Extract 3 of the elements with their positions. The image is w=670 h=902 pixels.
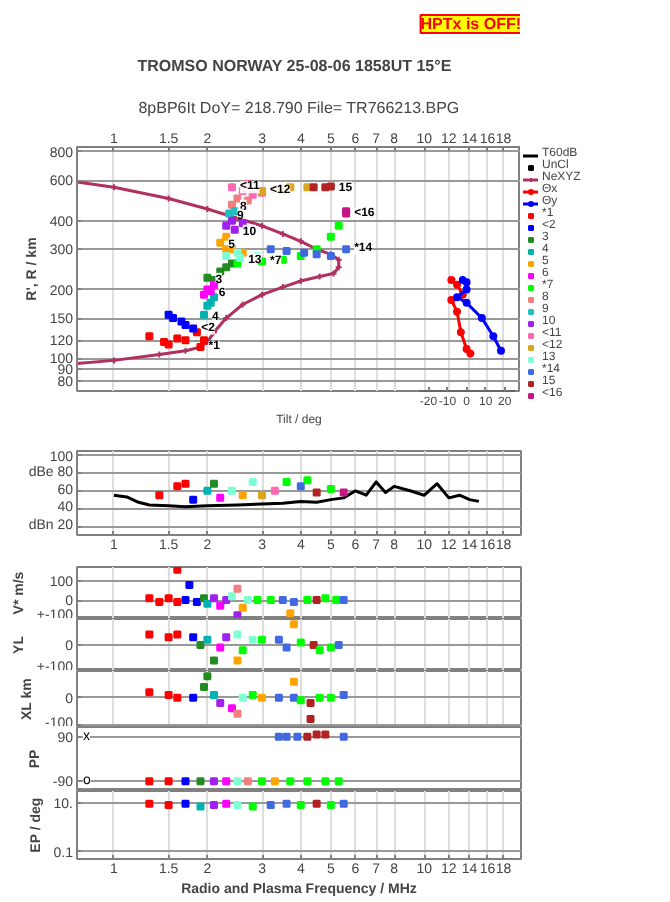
chart-subtitle: 8pBP6It DoY= 218.790 File= TR766213.BPG bbox=[138, 99, 460, 117]
text: HPTx is OFF! bbox=[420, 15, 522, 33]
chart-title: TROMSO NORWAY 25-08-06 1858UT 15°E bbox=[137, 57, 453, 75]
